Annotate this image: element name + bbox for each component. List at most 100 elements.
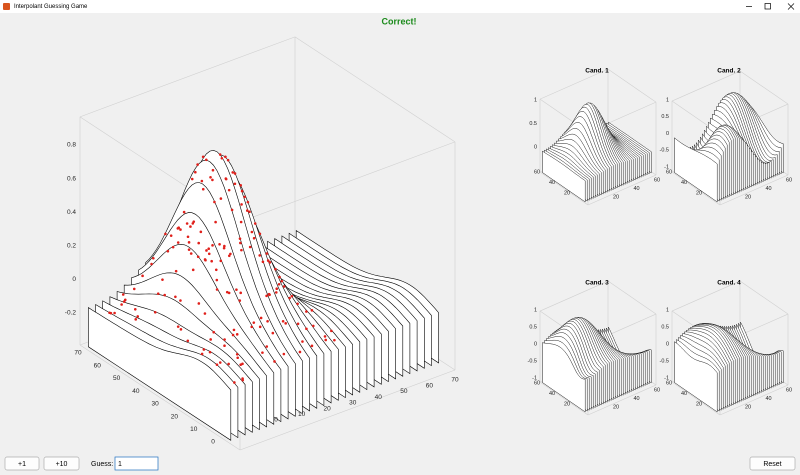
sample-point bbox=[190, 177, 194, 181]
sample-point bbox=[189, 252, 193, 255]
sample-point bbox=[275, 287, 279, 290]
sample-point bbox=[214, 268, 218, 272]
sample-point bbox=[312, 324, 315, 328]
sample-point bbox=[266, 259, 270, 262]
y-tick-label: 0 bbox=[211, 439, 215, 446]
sample-point bbox=[301, 340, 304, 343]
sample-point bbox=[169, 234, 173, 237]
y-tick-label: 40 bbox=[549, 180, 555, 186]
x-tick-label: 20 bbox=[745, 404, 751, 410]
sample-point bbox=[166, 249, 170, 253]
y-tick-label: 20 bbox=[696, 401, 702, 407]
x-tick-label: 60 bbox=[786, 387, 792, 393]
sample-point bbox=[305, 327, 308, 331]
sample-point bbox=[280, 279, 284, 283]
x-tick-label: 50 bbox=[400, 388, 408, 395]
sample-point bbox=[235, 288, 238, 291]
axes-box-edge bbox=[539, 381, 589, 416]
y-tick-label: 60 bbox=[666, 380, 672, 386]
sample-point bbox=[223, 344, 226, 348]
x-tick-label: 40 bbox=[765, 396, 771, 402]
plus-one-button[interactable] bbox=[4, 456, 40, 471]
sample-point bbox=[265, 252, 269, 255]
sample-point bbox=[231, 171, 235, 174]
guess-input[interactable] bbox=[114, 456, 159, 471]
sample-point bbox=[239, 184, 243, 187]
sample-point bbox=[224, 155, 227, 159]
sample-point bbox=[218, 361, 222, 364]
sample-point bbox=[179, 228, 182, 231]
sample-point bbox=[232, 328, 236, 332]
sample-point bbox=[176, 241, 180, 244]
x-tick-label: 20 bbox=[613, 194, 619, 200]
axes-box-edge bbox=[239, 141, 456, 223]
sample-point bbox=[207, 247, 211, 251]
z-tick-label: -1 bbox=[664, 375, 669, 381]
close-button[interactable] bbox=[787, 3, 795, 10]
sample-point bbox=[248, 210, 251, 214]
plots: 0.80.60.40.20-0.270605040302010001020304… bbox=[65, 36, 792, 451]
reset-button[interactable] bbox=[749, 456, 796, 471]
sample-point bbox=[161, 278, 164, 281]
plus-ten-button[interactable] bbox=[43, 456, 80, 471]
sample-point bbox=[219, 259, 223, 263]
sample-point bbox=[235, 333, 239, 336]
sample-point bbox=[215, 288, 219, 291]
surface-plot: 0.8 0.6 0.4 0.2 0 -0.2 70 60 50 40 30 20 10 0 0 10 20 30 4… bbox=[65, 36, 459, 451]
axes-box-edge bbox=[539, 280, 609, 312]
sample-point bbox=[215, 363, 219, 366]
sample-point bbox=[250, 325, 254, 329]
sample-point bbox=[310, 344, 314, 348]
sample-point bbox=[282, 352, 286, 356]
z-tick-label: 1 bbox=[534, 97, 537, 103]
sample-point bbox=[211, 178, 214, 182]
sample-point bbox=[296, 322, 300, 326]
z-tick-label: 0 bbox=[666, 341, 669, 347]
x-tick-label: 40 bbox=[765, 186, 771, 192]
sample-point bbox=[187, 248, 191, 251]
candidate-title: Cand. 1 bbox=[585, 68, 609, 75]
sample-point bbox=[250, 230, 254, 234]
sample-point bbox=[235, 353, 239, 356]
sample-point bbox=[239, 291, 243, 295]
sample-point bbox=[223, 338, 226, 341]
y-tick-label: 40 bbox=[132, 388, 140, 395]
sample-point bbox=[258, 254, 262, 257]
sample-point bbox=[176, 227, 180, 230]
sample-point bbox=[248, 245, 252, 249]
sample-point bbox=[238, 299, 242, 302]
z-tick-label: -0.5 bbox=[660, 358, 669, 364]
axes-box-edge bbox=[539, 68, 609, 100]
sample-point bbox=[208, 350, 212, 354]
y-tick-label: 40 bbox=[681, 391, 687, 397]
sample-point bbox=[194, 170, 197, 174]
axes-box-edge bbox=[587, 174, 657, 206]
sample-point bbox=[113, 311, 116, 315]
plus-one-label: +1 bbox=[18, 461, 26, 468]
sample-point bbox=[288, 296, 291, 300]
sample-point bbox=[246, 200, 250, 204]
maximize-button[interactable] bbox=[764, 3, 771, 10]
sample-point bbox=[240, 203, 243, 206]
sample-point bbox=[227, 188, 231, 192]
sample-point bbox=[213, 200, 216, 204]
sample-point bbox=[212, 330, 216, 334]
sample-point bbox=[268, 261, 272, 264]
z-tick-label: 1 bbox=[666, 307, 669, 313]
y-tick-label: 60 bbox=[666, 169, 672, 175]
axes-box-edge bbox=[671, 70, 741, 102]
sample-point bbox=[252, 236, 256, 240]
axes-box-edge bbox=[607, 68, 657, 103]
plus-ten-label: +10 bbox=[56, 461, 68, 468]
x-tick-label: 60 bbox=[654, 387, 660, 393]
sample-point bbox=[179, 299, 182, 302]
y-tick-label: 20 bbox=[696, 190, 702, 196]
sample-point bbox=[222, 246, 226, 250]
sample-point bbox=[196, 255, 200, 259]
sample-point bbox=[218, 153, 222, 156]
sample-point bbox=[203, 312, 207, 315]
reset-label: Reset bbox=[763, 461, 781, 468]
